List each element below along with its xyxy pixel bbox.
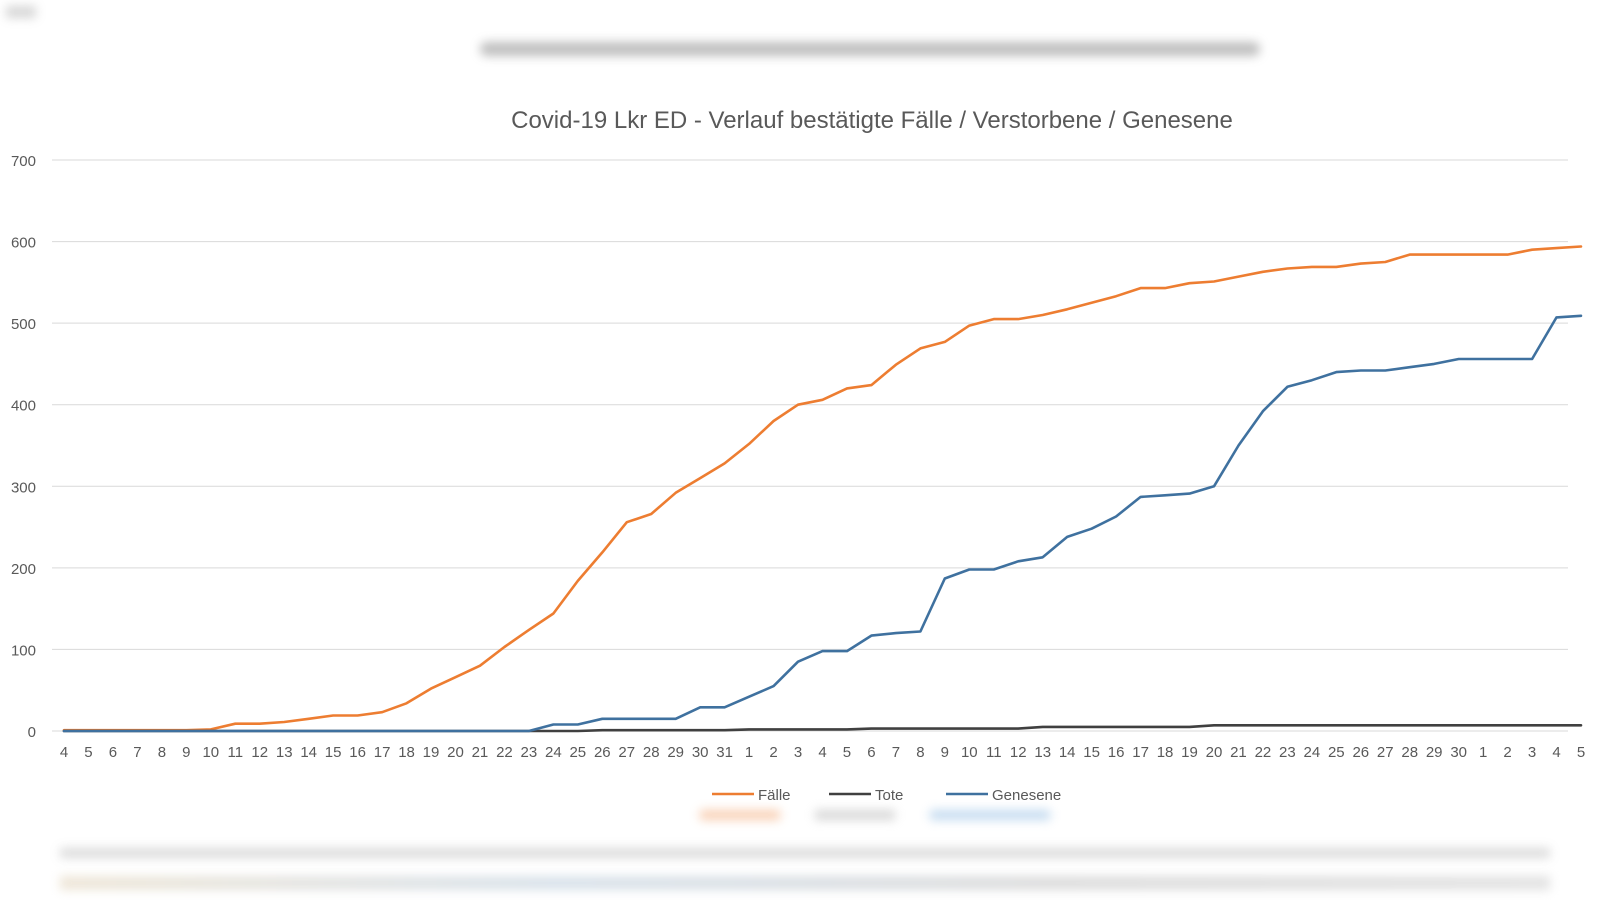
x-tick-label: 15 — [325, 744, 342, 761]
y-axis-ticks: 0 100 200 300 400 500 600 700 — [11, 153, 36, 741]
x-tick-label: 28 — [643, 744, 660, 761]
x-tick-label: 21 — [472, 744, 489, 761]
x-tick-label: 16 — [1108, 744, 1125, 761]
x-tick-label: 8 — [158, 744, 166, 761]
x-tick-label: 5 — [1577, 744, 1585, 761]
x-tick-label: 11 — [986, 744, 1002, 761]
x-tick-label: 9 — [182, 744, 190, 761]
x-tick-label: 11 — [227, 744, 243, 761]
x-tick-label: 14 — [1059, 744, 1076, 761]
x-tick-label: 2 — [1503, 744, 1511, 761]
blurred-legend-genesene — [930, 810, 1050, 820]
y-tick-label: 300 — [11, 479, 36, 496]
x-tick-label: 23 — [1279, 744, 1296, 761]
legend-label-tote: Tote — [875, 787, 903, 804]
y-tick-label: 700 — [11, 153, 36, 170]
x-tick-label: 17 — [374, 744, 391, 761]
legend: Fälle Tote Genesene — [712, 787, 1061, 804]
legend-label-genesene: Genesene — [992, 787, 1061, 804]
x-tick-label: 3 — [1528, 744, 1536, 761]
blurred-bottom-axis — [60, 848, 1550, 858]
x-tick-label: 28 — [1401, 744, 1418, 761]
x-tick-label: 23 — [521, 744, 538, 761]
x-tick-label: 4 — [60, 744, 68, 761]
x-tick-label: 24 — [1304, 744, 1321, 761]
x-tick-label: 26 — [1352, 744, 1369, 761]
x-tick-label: 6 — [109, 744, 117, 761]
x-tick-label: 12 — [1010, 744, 1027, 761]
x-tick-label: 29 — [667, 744, 684, 761]
x-tick-label: 20 — [447, 744, 464, 761]
x-tick-label: 18 — [1157, 744, 1174, 761]
blurred-corner-mark — [6, 6, 36, 18]
x-tick-label: 22 — [496, 744, 513, 761]
x-tick-label: 10 — [202, 744, 219, 761]
x-tick-label: 31 — [716, 744, 733, 761]
x-tick-label: 24 — [545, 744, 562, 761]
x-tick-label: 16 — [349, 744, 366, 761]
y-tick-label: 600 — [11, 235, 36, 252]
blurred-legend-tote — [815, 810, 895, 820]
series-line-genesene — [62, 314, 1583, 733]
x-tick-label: 4 — [818, 744, 826, 761]
x-tick-label: 1 — [1479, 744, 1487, 761]
blurred-header-text — [480, 42, 1260, 56]
x-tick-label: 4 — [1552, 744, 1560, 761]
x-tick-label: 27 — [1377, 744, 1394, 761]
y-tick-label: 500 — [11, 316, 36, 333]
blurred-legend-faelle — [700, 810, 780, 820]
x-tick-label: 7 — [892, 744, 900, 761]
gridlines — [52, 159, 1568, 732]
x-tick-label: 26 — [594, 744, 611, 761]
y-tick-label: 200 — [11, 561, 36, 578]
legend-label-faelle: Fälle — [758, 787, 791, 804]
x-tick-label: 13 — [1034, 744, 1051, 761]
x-tick-label: 2 — [769, 744, 777, 761]
x-tick-label: 14 — [300, 744, 317, 761]
x-tick-label: 15 — [1083, 744, 1100, 761]
x-tick-label: 9 — [941, 744, 949, 761]
x-axis-ticks: 4 5 6 7 8 9 10 11 12 13 14 15 16 17 18 19 20 21 22 23 24 25 26… — [60, 744, 1585, 761]
x-tick-label: 30 — [1450, 744, 1467, 761]
x-tick-label: 21 — [1230, 744, 1247, 761]
x-tick-label: 10 — [961, 744, 978, 761]
chart-title: Covid-19 Lkr ED - Verlauf bestätigte Fäl… — [511, 107, 1233, 134]
y-tick-label: 400 — [11, 398, 36, 415]
x-tick-label: 7 — [133, 744, 141, 761]
x-tick-label: 5 — [843, 744, 851, 761]
x-tick-label: 27 — [618, 744, 635, 761]
x-tick-label: 29 — [1426, 744, 1443, 761]
x-tick-label: 19 — [423, 744, 440, 761]
x-tick-label: 5 — [84, 744, 92, 761]
y-tick-label: 0 — [28, 724, 36, 741]
x-tick-label: 6 — [867, 744, 875, 761]
x-tick-label: 3 — [794, 744, 802, 761]
blurred-bottom-band — [60, 876, 1550, 890]
x-tick-label: 12 — [251, 744, 268, 761]
x-tick-label: 1 — [745, 744, 753, 761]
x-tick-label: 8 — [916, 744, 924, 761]
x-tick-label: 25 — [1328, 744, 1345, 761]
x-tick-label: 13 — [276, 744, 293, 761]
x-tick-label: 30 — [692, 744, 709, 761]
series-lines — [62, 245, 1583, 733]
y-tick-label: 100 — [11, 642, 36, 659]
series-line-faelle — [62, 245, 1583, 732]
x-tick-label: 25 — [569, 744, 586, 761]
x-tick-label: 20 — [1206, 744, 1223, 761]
x-tick-label: 19 — [1181, 744, 1198, 761]
x-tick-label: 17 — [1132, 744, 1149, 761]
x-tick-label: 18 — [398, 744, 415, 761]
x-tick-label: 22 — [1255, 744, 1272, 761]
